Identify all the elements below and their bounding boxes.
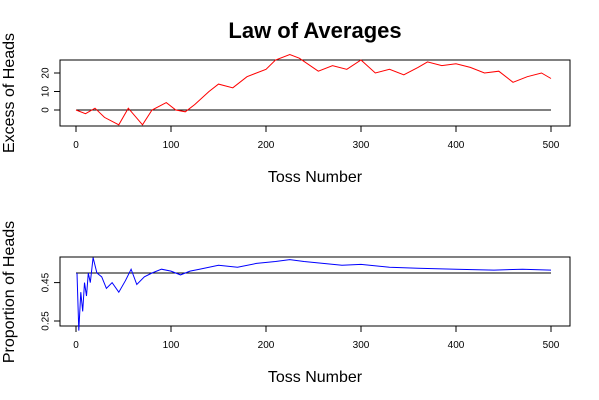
- proportion-y-axis: 0.25 0.45: [41, 272, 60, 331]
- x-tick-label: 300: [353, 340, 370, 351]
- x-tick-label: 500: [543, 340, 560, 351]
- chart-title: Law of Averages: [228, 18, 401, 43]
- y-tick-label: 0: [41, 107, 52, 113]
- x-tick-label: 400: [448, 140, 465, 151]
- x-tick-label: 400: [448, 340, 465, 351]
- x-tick-label: 100: [163, 140, 180, 151]
- x-tick-label: 0: [73, 140, 79, 151]
- proportion-series: [76, 257, 552, 331]
- proportion-x-axis: 0 100 200 300 400 500: [73, 325, 560, 351]
- proportion-plot-frame: [59, 256, 571, 327]
- excess-x-label: Toss Number: [268, 169, 363, 186]
- excess-x-axis: 0 100 200 300 400 500: [73, 125, 560, 151]
- y-tick-label: 0.25: [41, 311, 52, 331]
- series-line: [75, 53, 552, 126]
- y-tick-label: 20: [41, 67, 52, 79]
- y-tick-label: 10: [41, 86, 52, 98]
- excess-panel: 0 100 200 300 400 500 0 10 20 Toss Number Exces…: [1, 33, 571, 186]
- proportion-panel: 0 100 200 300 400 500 0.25 0.45 Toss Number Pr…: [1, 221, 571, 386]
- proportion-x-label: Toss Number: [268, 369, 363, 386]
- excess-y-label: Excess of Heads: [1, 33, 18, 153]
- x-tick-label: 200: [258, 140, 275, 151]
- series-line: [76, 257, 552, 331]
- x-tick-label: 0: [73, 340, 79, 351]
- x-tick-label: 100: [163, 340, 180, 351]
- x-tick-label: 300: [353, 140, 370, 151]
- excess-plot-frame: [59, 59, 571, 127]
- proportion-y-label: Proportion of Heads: [1, 221, 18, 363]
- y-tick-label: 0.45: [41, 272, 52, 292]
- excess-y-axis: 0 10 20: [41, 67, 60, 113]
- x-tick-label: 200: [258, 340, 275, 351]
- excess-series: [75, 53, 552, 126]
- x-tick-label: 500: [543, 140, 560, 151]
